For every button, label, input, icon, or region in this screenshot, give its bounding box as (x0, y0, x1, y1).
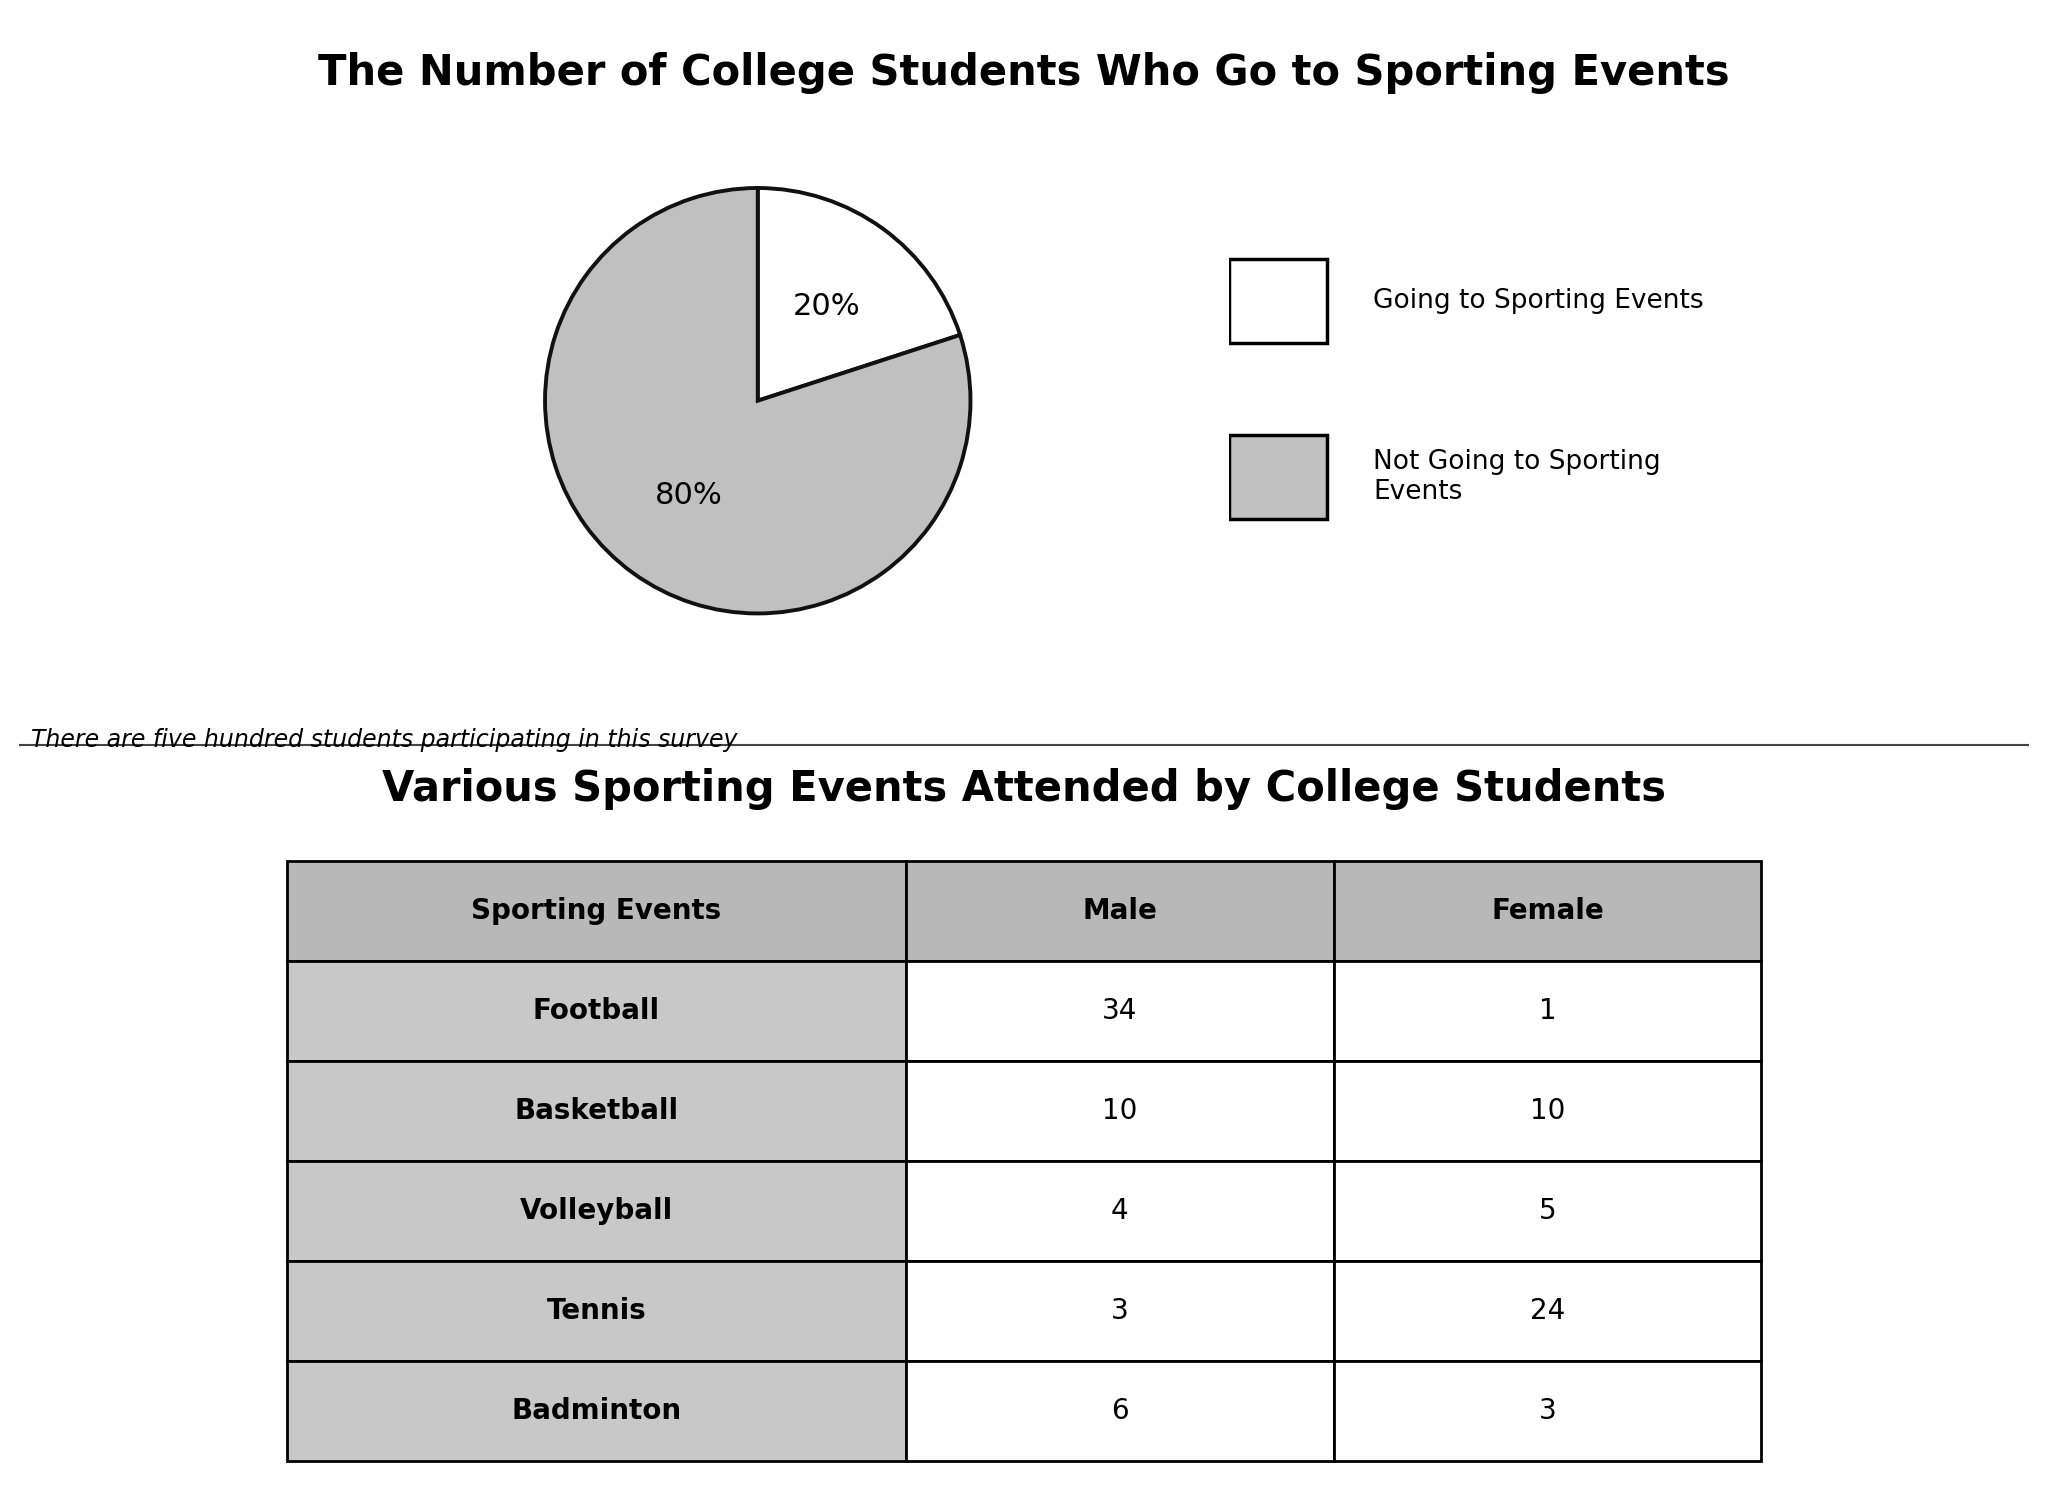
Text: Badminton: Badminton (512, 1396, 682, 1425)
Wedge shape (758, 187, 961, 400)
Text: 3: 3 (1110, 1297, 1128, 1324)
Text: Tennis: Tennis (547, 1297, 647, 1324)
Text: 3: 3 (1538, 1396, 1556, 1425)
Text: 24: 24 (1530, 1297, 1565, 1324)
Text: 4: 4 (1110, 1197, 1128, 1225)
Text: 1: 1 (1538, 998, 1556, 1025)
FancyBboxPatch shape (1229, 436, 1327, 520)
Text: Various Sporting Events Attended by College Students: Various Sporting Events Attended by Coll… (383, 768, 1665, 810)
Text: The Number of College Students Who Go to Sporting Events: The Number of College Students Who Go to… (317, 52, 1731, 94)
Text: There are five hundred students participating in this survey: There are five hundred students particip… (31, 728, 737, 752)
Text: 10: 10 (1530, 1097, 1565, 1125)
Text: Male: Male (1083, 897, 1157, 926)
Text: 6: 6 (1110, 1396, 1128, 1425)
Text: 20%: 20% (793, 292, 860, 321)
Text: Not Going to Sporting
Events: Not Going to Sporting Events (1372, 449, 1661, 505)
Text: Sporting Events: Sporting Events (471, 897, 721, 926)
FancyBboxPatch shape (1229, 259, 1327, 343)
Wedge shape (545, 187, 971, 614)
Text: Basketball: Basketball (514, 1097, 678, 1125)
Text: 10: 10 (1102, 1097, 1137, 1125)
Text: Female: Female (1491, 897, 1604, 926)
Text: 5: 5 (1538, 1197, 1556, 1225)
Text: 80%: 80% (655, 481, 723, 509)
Text: Going to Sporting Events: Going to Sporting Events (1372, 288, 1704, 315)
Text: Volleyball: Volleyball (520, 1197, 674, 1225)
Text: Football: Football (532, 998, 659, 1025)
Text: 34: 34 (1102, 998, 1137, 1025)
